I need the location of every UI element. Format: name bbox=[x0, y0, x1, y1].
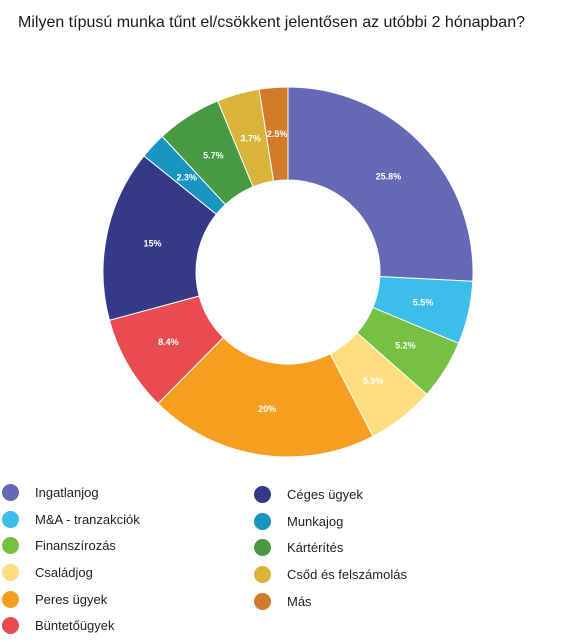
slice-0 bbox=[287, 86, 474, 282]
legend-label: Büntetőügyek bbox=[35, 618, 115, 634]
legend-swatch bbox=[254, 512, 271, 530]
legend-swatch bbox=[254, 539, 271, 557]
legend-label: Munkajog bbox=[287, 513, 344, 529]
legend-item: M&A - tranzakciók bbox=[2, 506, 140, 533]
slice-label-5: 8.4% bbox=[158, 337, 179, 347]
legend-item: Más bbox=[254, 588, 407, 615]
slice-label-6: 15% bbox=[143, 238, 161, 248]
legend-item: Céges ügyek bbox=[254, 481, 407, 508]
legend-label: Céges ügyek bbox=[287, 486, 363, 502]
donut-chart: 25.8% 5.5% 5.2% 5.9% 20% 8.4% 15% 2.3% 5.7% 3.7% 2… bbox=[102, 86, 474, 458]
slice-label-9: 3.7% bbox=[240, 134, 261, 144]
legend-label: Kártérítés bbox=[287, 540, 344, 556]
legend-label: Más bbox=[287, 593, 312, 609]
legend-swatch bbox=[254, 565, 271, 583]
legend-item: Kártérítés bbox=[254, 534, 407, 561]
legend-swatch bbox=[254, 485, 271, 503]
slice-label-10: 2.5% bbox=[267, 129, 288, 139]
legend-swatch bbox=[254, 592, 271, 610]
legend-item: Munkajog bbox=[254, 508, 407, 535]
legend-swatch bbox=[2, 590, 19, 608]
legend-label: Peres ügyek bbox=[35, 591, 108, 607]
legend-right-column: Céges ügyek Munkajog Kártérítés Csőd és fel… bbox=[254, 481, 407, 614]
legend-swatch bbox=[2, 563, 19, 581]
legend-swatch bbox=[2, 510, 19, 528]
legend-item: Családjog bbox=[2, 559, 140, 586]
slice-label-4: 20% bbox=[258, 404, 276, 414]
legend-item: Csőd és felszámolás bbox=[254, 561, 407, 588]
legend-label: M&A - tranzakciók bbox=[35, 511, 140, 527]
legend-swatch bbox=[2, 617, 19, 635]
legend-label: Ingatlanjog bbox=[35, 484, 99, 500]
legend-label: Csőd és felszámolás bbox=[287, 566, 407, 582]
slice-label-1: 5.5% bbox=[413, 298, 434, 308]
slice-label-7: 2.3% bbox=[176, 173, 197, 183]
slice-label-3: 5.9% bbox=[363, 376, 384, 386]
slice-label-8: 5.7% bbox=[203, 150, 224, 160]
slice-label-0: 25.8% bbox=[376, 172, 402, 182]
slice-6 bbox=[102, 155, 218, 321]
legend-item: Finanszírozás bbox=[2, 532, 140, 559]
legend-left-column: Ingatlanjog M&A - tranzakciók Finanszírozá… bbox=[2, 479, 140, 639]
legend-swatch bbox=[2, 483, 19, 501]
legend-swatch bbox=[2, 537, 19, 555]
slice-4 bbox=[157, 336, 374, 458]
legend-item: Peres ügyek bbox=[2, 586, 140, 613]
slice-label-2: 5.2% bbox=[395, 340, 416, 350]
chart-title: Milyen típusú munka tűnt el/csökkent jel… bbox=[18, 14, 525, 31]
legend-item: Büntetőügyek bbox=[2, 612, 140, 639]
legend-item: Ingatlanjog bbox=[2, 479, 140, 506]
legend-label: Családjog bbox=[35, 564, 93, 580]
legend-label: Finanszírozás bbox=[35, 538, 116, 554]
slice-10 bbox=[258, 86, 289, 182]
